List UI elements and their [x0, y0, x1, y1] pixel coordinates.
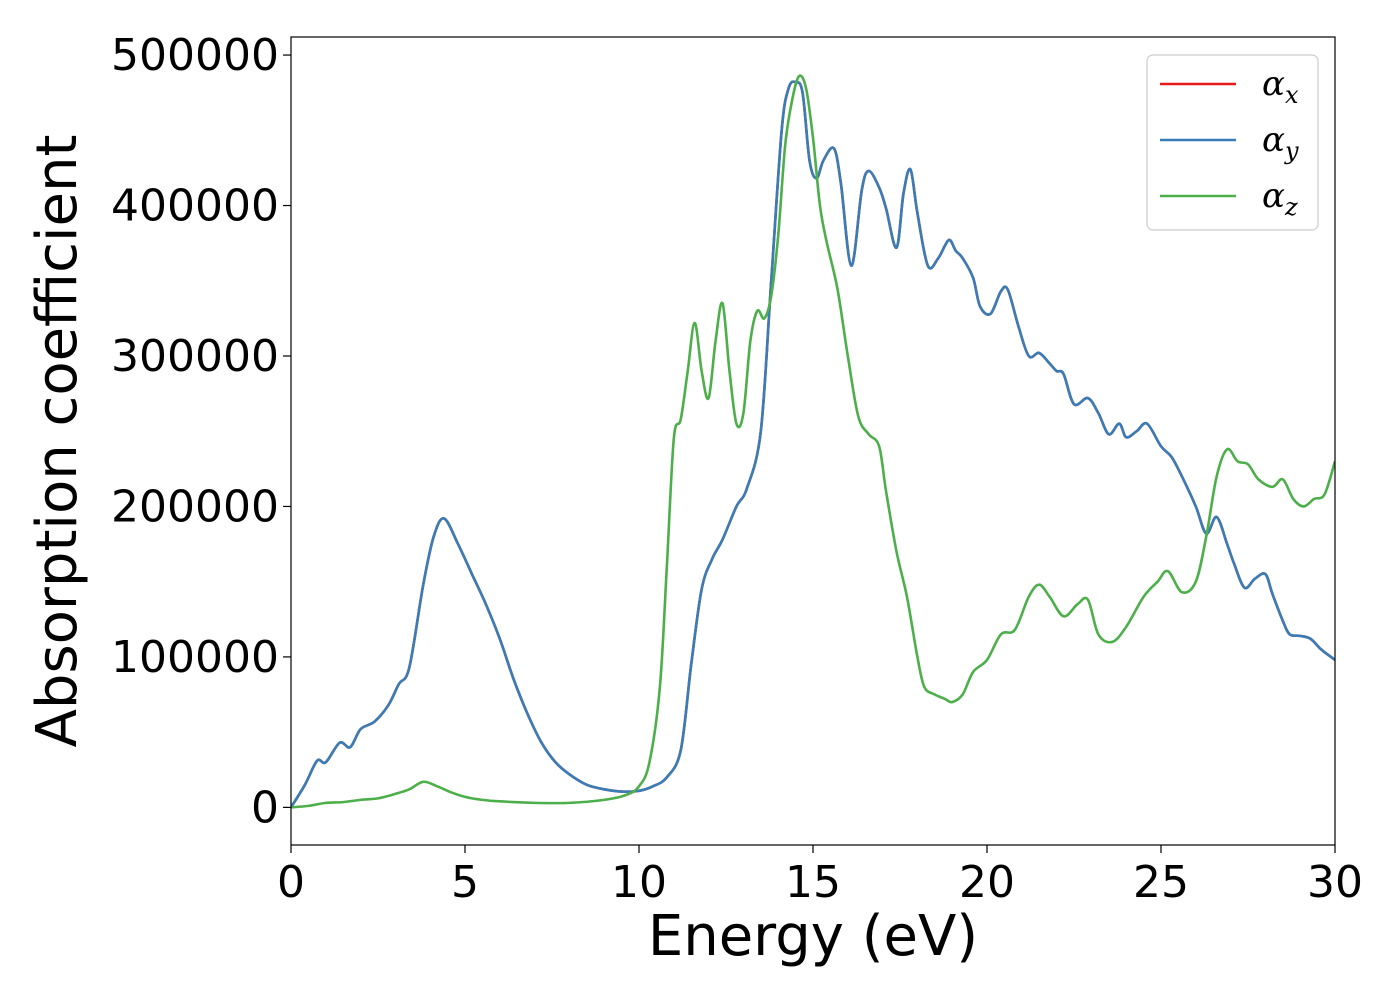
x-tick-label: 15: [785, 857, 841, 908]
legend-label-alpha-y: αy: [1262, 120, 1299, 165]
legend: αx αy αz: [1146, 54, 1319, 231]
plot-area: [290, 36, 1336, 846]
x-axis-label: Energy (eV): [648, 904, 978, 969]
legend-label-alpha-x: αx: [1262, 64, 1299, 109]
legend-entries: αx αy αz: [1160, 64, 1299, 221]
y-tick-label: 100000: [111, 632, 279, 683]
y-tick-label: 200000: [111, 481, 279, 532]
x-tick-label: 5: [451, 857, 479, 908]
y-tick-label: 400000: [111, 181, 279, 232]
x-axis-ticks: 0 5 10 15 20 25 30: [277, 845, 1363, 908]
series-line-alpha-z: [291, 74, 1335, 809]
x-tick-label: 0: [277, 857, 305, 908]
x-tick-label: 20: [959, 857, 1015, 908]
x-tick-label: 25: [1133, 857, 1189, 908]
legend-box: [1146, 54, 1319, 231]
y-axis-label: Absorption coefficient: [25, 135, 90, 748]
x-tick-label: 30: [1307, 857, 1363, 908]
legend-label-alpha-z: αz: [1262, 176, 1298, 221]
y-tick-label: 0: [251, 782, 279, 833]
x-tick-label: 10: [611, 857, 667, 908]
y-axis-ticks: 0 100000 200000 300000 400000 500000: [111, 30, 291, 833]
series-line-alpha-y: [291, 80, 1335, 809]
y-tick-label: 300000: [111, 331, 279, 382]
y-tick-label: 500000: [111, 30, 279, 81]
series-layer: [291, 74, 1335, 809]
